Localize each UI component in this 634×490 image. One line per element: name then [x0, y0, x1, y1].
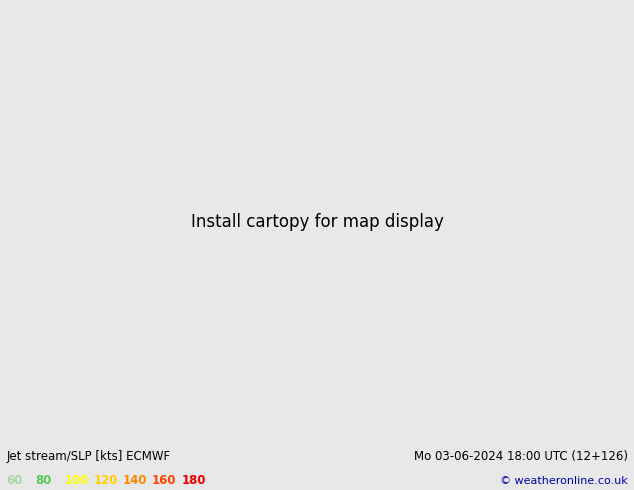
Text: 120: 120 [94, 474, 118, 487]
Text: Mo 03-06-2024 18:00 UTC (12+126): Mo 03-06-2024 18:00 UTC (12+126) [413, 450, 628, 463]
Text: Install cartopy for map display: Install cartopy for map display [191, 213, 443, 231]
Text: © weatheronline.co.uk: © weatheronline.co.uk [500, 476, 628, 486]
Text: 60: 60 [6, 474, 23, 487]
Text: Jet stream/SLP [kts] ECMWF: Jet stream/SLP [kts] ECMWF [6, 450, 171, 463]
Text: 140: 140 [123, 474, 148, 487]
Text: 100: 100 [65, 474, 89, 487]
Text: 160: 160 [152, 474, 177, 487]
Text: 80: 80 [36, 474, 52, 487]
Text: 180: 180 [181, 474, 206, 487]
